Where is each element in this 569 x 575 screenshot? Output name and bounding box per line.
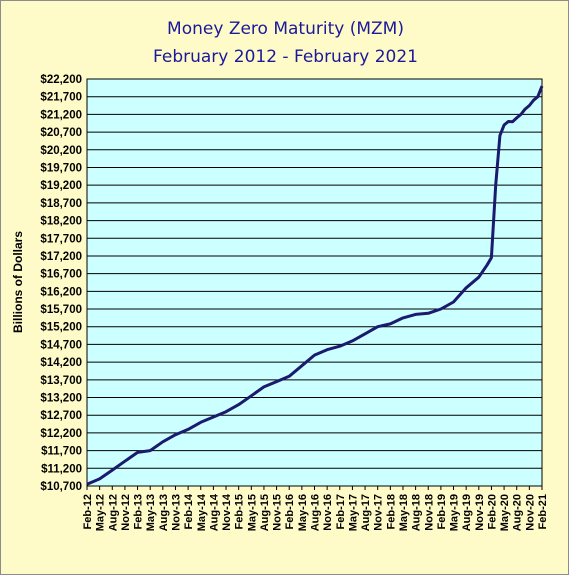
y-tick-label: $14,700 <box>40 339 82 351</box>
y-tick-label: $12,200 <box>40 428 82 440</box>
x-tick-label: Nov-13 <box>170 494 182 531</box>
x-tick-label: Nov-17 <box>373 494 385 531</box>
x-tick-label: May-12 <box>95 494 107 531</box>
x-tick-label: Nov-20 <box>524 494 536 531</box>
x-tick-label: Aug-19 <box>461 494 473 531</box>
x-tick-label: Nov-19 <box>474 494 486 531</box>
x-tick-label: Feb-15 <box>234 494 246 529</box>
y-tick-label: $18,200 <box>40 216 82 228</box>
y-tick-label: $19,700 <box>40 162 82 174</box>
x-tick-label: May-17 <box>347 494 359 531</box>
gridlines <box>87 96 542 469</box>
x-tick-label: Nov-12 <box>120 494 132 531</box>
x-tick-label: Feb-12 <box>82 494 94 529</box>
y-axis-ticks: $10,700 $11,200 $11,700 $12,200 $12,700 $13,2… <box>40 74 82 493</box>
y-tick-label: $14,200 <box>40 357 82 369</box>
x-tick-label: Nov-18 <box>423 494 435 531</box>
x-tick-label: Feb-16 <box>284 494 296 529</box>
x-tick-label: Feb-18 <box>385 494 397 529</box>
x-tick-label: Feb-13 <box>133 494 145 529</box>
x-tick-label: Aug-13 <box>158 494 170 531</box>
x-tick-label: Aug-17 <box>360 494 372 531</box>
y-tick-label: $10,700 <box>40 481 82 493</box>
x-tick-label: Feb-21 <box>537 494 549 529</box>
y-axis-label: Billions of Dollars <box>11 231 25 333</box>
x-tick-label: May-19 <box>449 494 461 531</box>
x-tick-label: May-16 <box>297 494 309 531</box>
x-tick-label: Aug-15 <box>259 494 271 531</box>
x-tick-label: May-18 <box>398 494 410 531</box>
y-tick-label: $21,700 <box>40 92 82 104</box>
x-tick-label: Feb-17 <box>335 494 347 529</box>
y-tick-label: $15,200 <box>40 322 82 334</box>
y-tick-label: $22,200 <box>40 74 82 86</box>
y-tick-label: $20,700 <box>40 127 82 139</box>
x-tick-label: Nov-16 <box>322 494 334 531</box>
x-tick-label: Nov-14 <box>221 493 233 531</box>
y-tick-label: $16,700 <box>40 269 82 281</box>
x-tick-label: Feb-20 <box>486 494 498 529</box>
y-tick-label: $13,700 <box>40 375 82 387</box>
y-tick-label: $11,700 <box>41 446 82 458</box>
y-tick-label: $16,200 <box>40 286 82 298</box>
x-tick-label: Feb-14 <box>183 493 195 529</box>
chart-subtitle: February 2012 - February 2021 <box>153 47 418 67</box>
y-tick-label: $13,200 <box>40 393 82 405</box>
x-tick-label: Aug-20 <box>512 494 524 531</box>
x-tick-label: May-14 <box>196 493 208 531</box>
y-tick-label: $19,200 <box>40 180 82 192</box>
x-tick-label: Aug-12 <box>107 494 119 531</box>
y-tick-label: $15,700 <box>40 304 82 316</box>
y-tick-label: $18,700 <box>40 198 82 210</box>
x-tick-label: May-13 <box>145 494 157 531</box>
chart-title: Money Zero Maturity (MZM) <box>167 19 404 39</box>
y-tick-label: $21,200 <box>40 109 82 121</box>
x-axis-ticks: Feb-12 May-12 Aug-12 Nov-12 Feb-13 May-13 Aug-… <box>82 486 549 531</box>
y-tick-label: $12,700 <box>40 410 82 422</box>
y-tick-label: $17,200 <box>40 251 82 263</box>
x-tick-label: May-20 <box>499 494 511 531</box>
x-tick-label: Feb-19 <box>436 494 448 529</box>
x-tick-label: Aug-18 <box>411 494 423 531</box>
y-tick-label: $20,200 <box>40 145 82 157</box>
y-tick-label: $17,700 <box>40 233 82 245</box>
y-tick-label: $11,200 <box>41 463 82 475</box>
x-tick-label: Aug-16 <box>310 494 322 531</box>
x-tick-label: May-15 <box>246 494 258 531</box>
series-line-mzm <box>86 85 544 486</box>
x-tick-label: Aug-14 <box>208 493 220 531</box>
x-tick-label: Nov-15 <box>272 494 284 531</box>
plot-area <box>86 78 543 487</box>
